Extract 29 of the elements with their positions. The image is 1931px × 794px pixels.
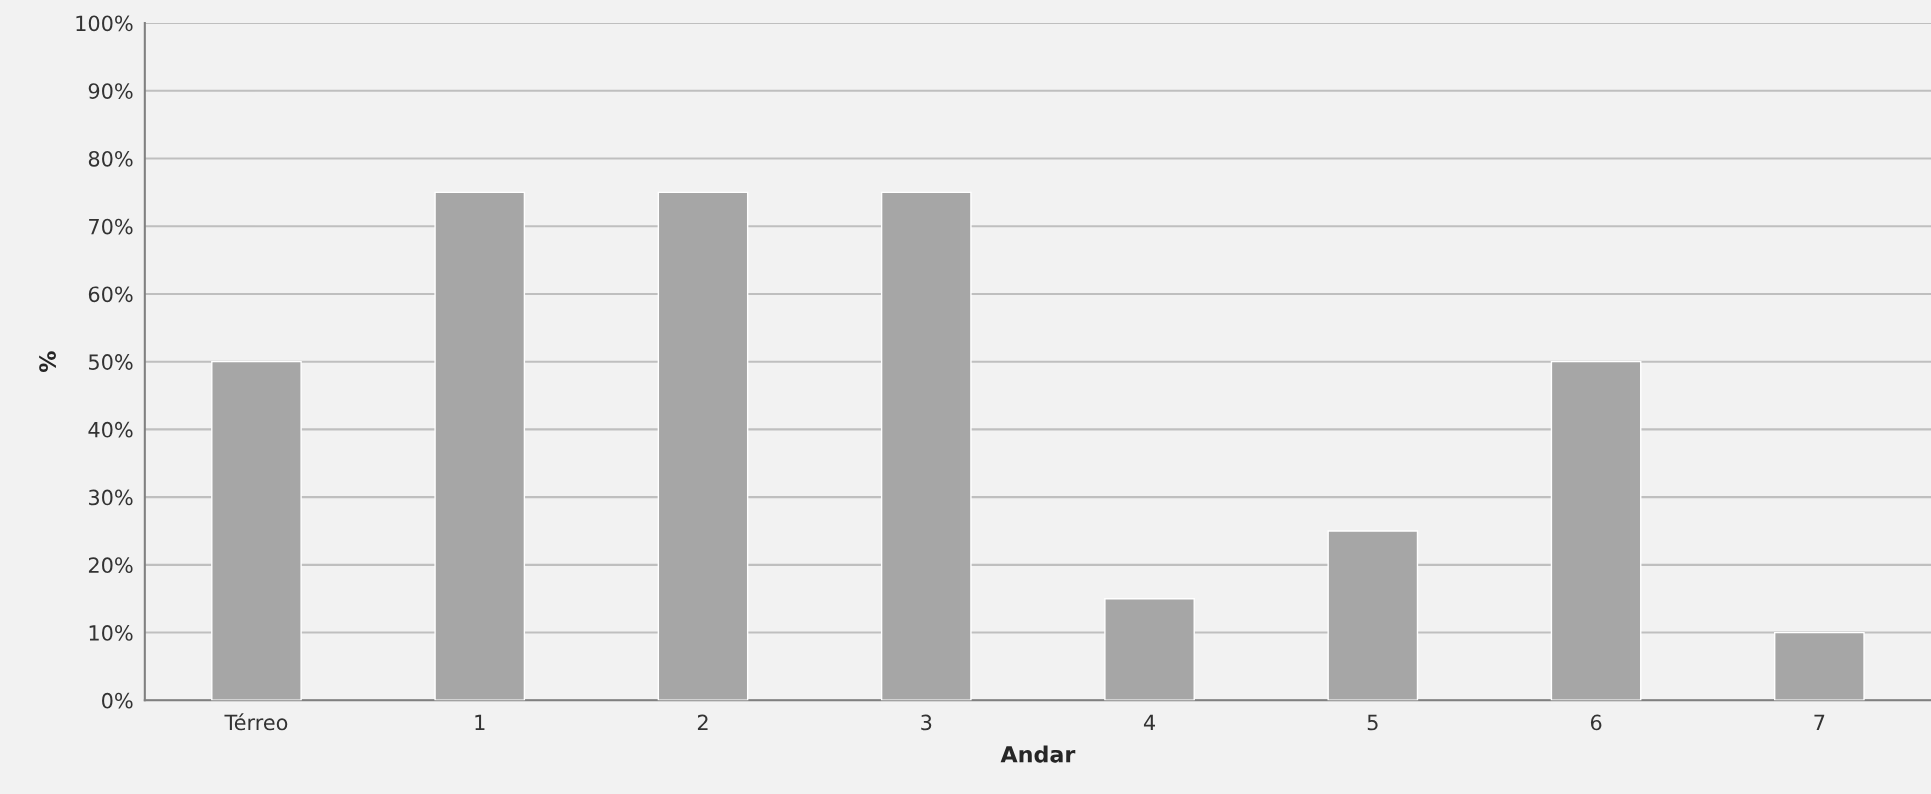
y-tick-label: 0% bbox=[102, 692, 133, 709]
x-tick-label: 1 bbox=[475, 714, 485, 731]
x-tick-label: 5 bbox=[1367, 714, 1378, 731]
y-tick-label: 10% bbox=[89, 625, 133, 641]
bar bbox=[1327, 530, 1419, 701]
x-tick-label: 2 bbox=[697, 714, 708, 731]
bar bbox=[211, 360, 302, 701]
y-tick-label: 40% bbox=[88, 421, 133, 438]
x-tick-label: 4 bbox=[1143, 714, 1156, 731]
bar bbox=[1774, 631, 1865, 701]
y-tick-label: 20% bbox=[88, 557, 133, 574]
bar bbox=[434, 191, 526, 701]
y-tick-label: 80% bbox=[88, 150, 133, 167]
x-axis-title: Andar bbox=[1000, 745, 1076, 763]
x-tick-label: 6 bbox=[1590, 714, 1602, 731]
x-tick-label: Térreo bbox=[224, 713, 288, 731]
bar bbox=[657, 191, 749, 701]
bar bbox=[1550, 360, 1642, 701]
y-tick-label: 100% bbox=[76, 15, 133, 32]
x-tick-label: 7 bbox=[1814, 714, 1825, 731]
y-tick-label: 70% bbox=[89, 218, 133, 235]
y-tick-label: 50% bbox=[89, 354, 133, 370]
x-tick-label: 3 bbox=[921, 714, 932, 731]
bar bbox=[880, 191, 972, 701]
y-tick-label: 30% bbox=[89, 489, 133, 506]
y-axis-title: % bbox=[39, 351, 56, 373]
y-tick-label: 90% bbox=[88, 83, 133, 99]
bar bbox=[1104, 598, 1195, 701]
y-tick-label: 60% bbox=[88, 286, 133, 303]
